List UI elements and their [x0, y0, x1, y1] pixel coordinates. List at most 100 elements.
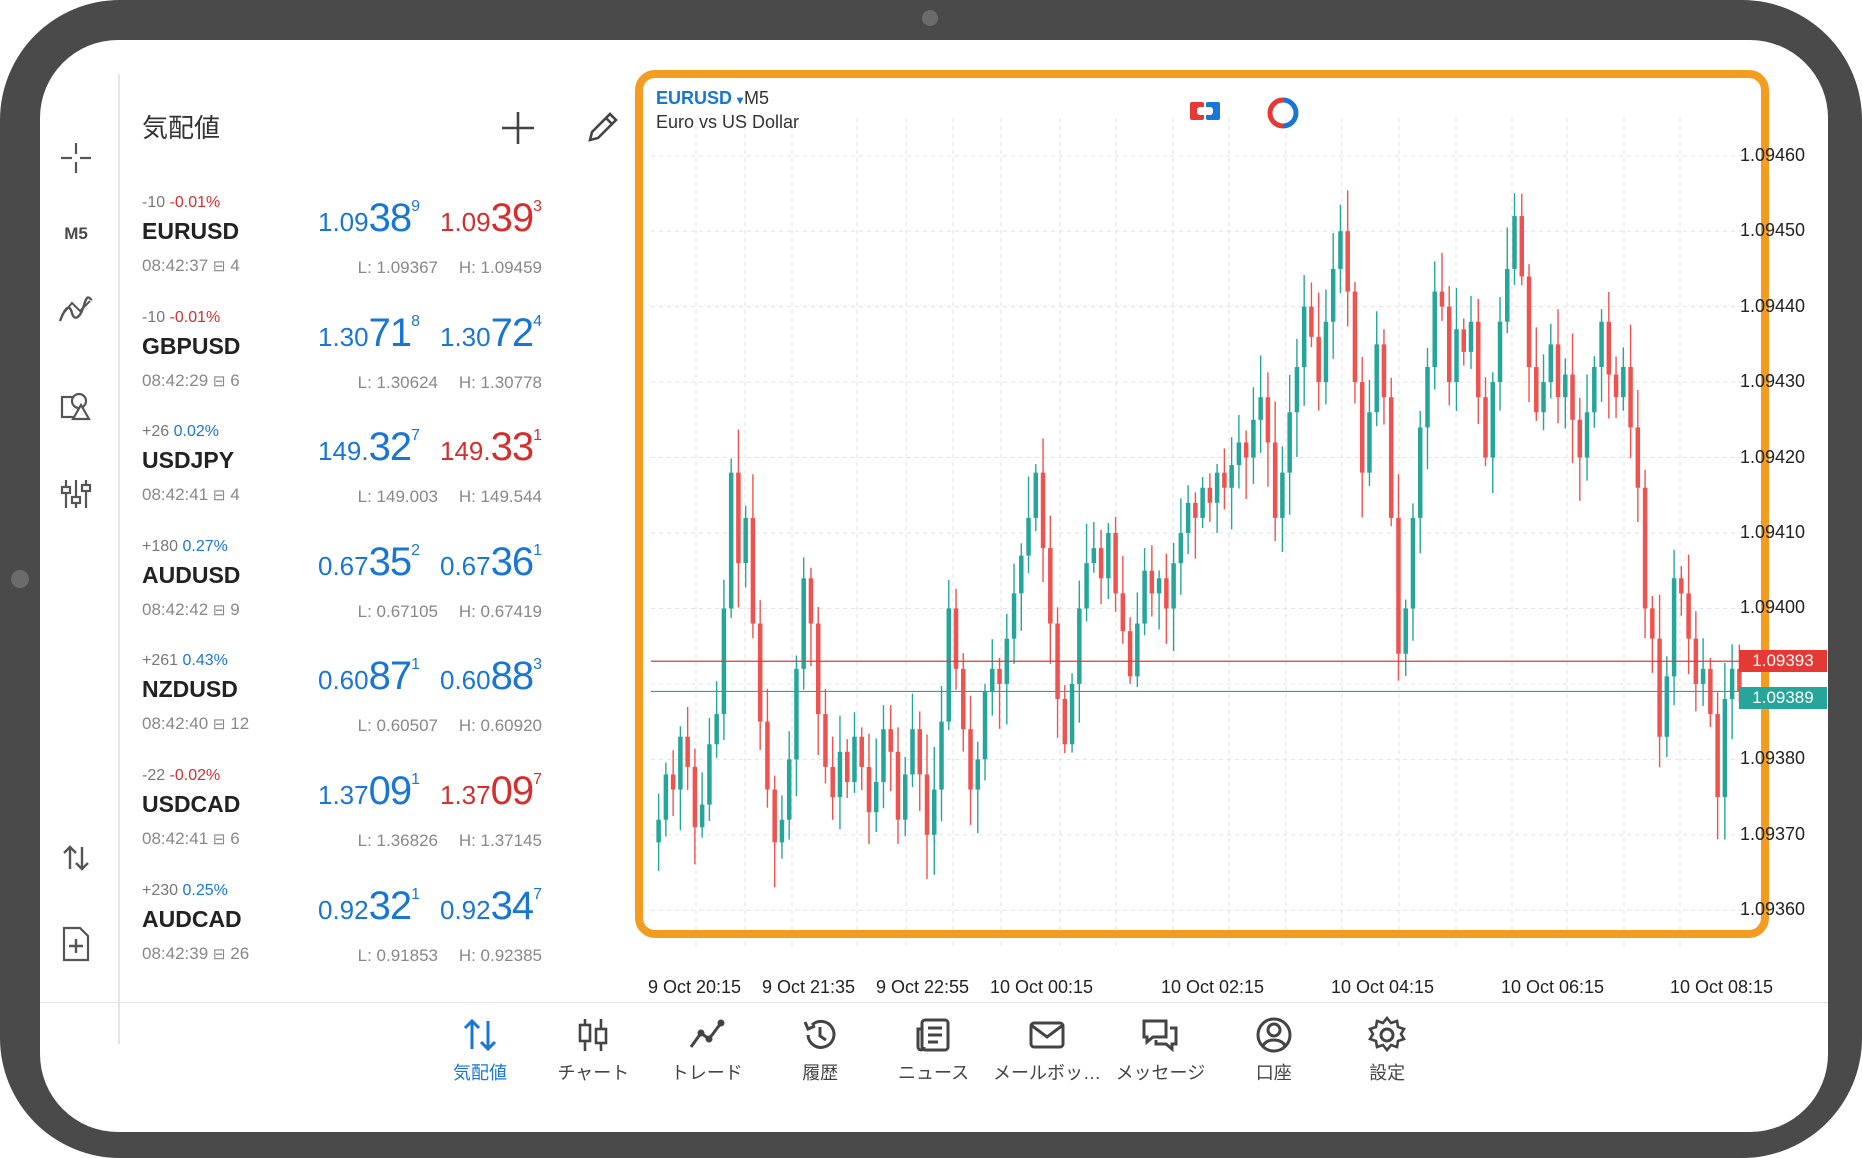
candle-body: [881, 729, 886, 782]
quote-row[interactable]: -22 -0.02% USDCAD 08:42:41 ⊟ 6 1.37091 1…: [142, 767, 662, 881]
chart-description: Euro vs US Dollar: [656, 112, 800, 132]
candle-body: [1374, 344, 1379, 413]
nav-item-label: トレード: [670, 1063, 743, 1083]
nav-item[interactable]: 気配値: [424, 1015, 536, 1095]
nav-item-label: メッセージ: [1115, 1063, 1206, 1083]
add-symbol-button[interactable]: [498, 108, 538, 148]
candle-body: [982, 691, 988, 760]
candle-body: [953, 608, 959, 669]
ask-price[interactable]: 0.60883: [439, 654, 542, 699]
ask-price[interactable]: 149.331: [439, 425, 542, 470]
candle-body: [1214, 472, 1220, 503]
high-price: H: 0.92385: [458, 945, 542, 965]
price-tick-label: 1.09410: [1740, 522, 1806, 542]
candle-body: [1621, 367, 1626, 398]
nav-item-label: 履歴: [802, 1063, 839, 1083]
quote-row[interactable]: -10 -0.01% EURUSD 08:42:37 ⊟ 4 1.09389 1…: [142, 194, 662, 308]
candle-body: [1548, 344, 1554, 383]
candle-body: [1222, 472, 1227, 488]
candle-body: [1345, 231, 1350, 292]
candle-body: [1164, 578, 1169, 609]
ask-price[interactable]: 1.30724: [439, 310, 542, 355]
candle-body: [1077, 608, 1082, 684]
nav-item[interactable]: メッセージ: [1104, 1015, 1216, 1095]
quote-time: 08:42:40 ⊟ 12: [142, 714, 250, 734]
nav-item[interactable]: 履歴: [764, 1015, 876, 1095]
sort-arrows-icon[interactable]: [54, 836, 98, 880]
quote-row[interactable]: -10 -0.01% GBPUSD 08:42:29 ⊟ 6 1.30718 1…: [142, 309, 662, 423]
bid-price-badge: 1.09389: [1739, 687, 1827, 710]
side-button: [11, 570, 29, 588]
candle-body: [714, 714, 719, 745]
time-tick-label: 9 Oct 22:55: [876, 977, 970, 997]
candle-body: [1715, 714, 1720, 798]
candle-body: [1033, 472, 1039, 518]
candle-body: [1200, 487, 1205, 518]
objects-icon[interactable]: [54, 384, 98, 428]
candle-body: [1359, 382, 1365, 473]
candle-body: [1316, 336, 1321, 383]
candle-body: [728, 472, 734, 609]
signal-indicator-icon[interactable]: [1266, 96, 1300, 129]
nav-item[interactable]: メールボッ…: [991, 1015, 1103, 1095]
one-click-trading-icon[interactable]: [1188, 96, 1222, 126]
bid-price[interactable]: 149.327: [317, 425, 420, 470]
nav-item[interactable]: トレード: [651, 1015, 763, 1095]
chat-icon: [1142, 1019, 1178, 1053]
bid-price[interactable]: 1.30718: [317, 310, 420, 355]
quote-row[interactable]: +230 0.25% AUDCAD 08:42:39 ⊟ 26 0.92321 …: [142, 882, 662, 996]
candle-body: [1468, 321, 1474, 352]
candle-body: [1323, 321, 1329, 383]
bid-price[interactable]: 0.67352: [317, 539, 420, 584]
candle-body: [1251, 419, 1256, 458]
ask-price[interactable]: 0.92347: [439, 883, 542, 928]
quote-row[interactable]: +26 0.02% USDJPY 08:42:41 ⊟ 4 149.327 14…: [142, 423, 662, 537]
candle-body: [1432, 291, 1437, 367]
nav-item[interactable]: 設定: [1331, 1015, 1443, 1095]
candle-body: [1490, 382, 1496, 458]
nav-item-label: ニュース: [898, 1063, 970, 1083]
bid-price[interactable]: 1.09389: [317, 196, 420, 240]
chart-symbol-label[interactable]: EURUSD ▾: [656, 88, 744, 108]
candle-body: [1280, 472, 1285, 518]
bid-price[interactable]: 1.37091: [317, 769, 420, 813]
spread-icon: ⊟: [212, 372, 226, 390]
candle-body: [1505, 268, 1510, 322]
candle-body: [1461, 329, 1466, 352]
timeframe-button[interactable]: M5: [64, 224, 88, 243]
change-text: -10 -0.01%: [142, 308, 221, 326]
candle-body: [699, 804, 705, 828]
ask-price[interactable]: 1.09393: [439, 196, 542, 240]
candle-body: [866, 766, 872, 813]
candle-body: [1011, 593, 1017, 639]
sliders-icon[interactable]: [54, 472, 98, 516]
edit-pencil-icon[interactable]: [582, 108, 622, 148]
bid-price[interactable]: 0.92321: [317, 883, 420, 928]
ask-price[interactable]: 1.37097: [439, 769, 542, 813]
candle-body: [1737, 668, 1742, 692]
nav-item[interactable]: チャート: [537, 1015, 649, 1095]
candle-body: [1650, 608, 1655, 639]
price-tick-label: 1.09430: [1740, 371, 1806, 392]
candle-body: [1642, 487, 1648, 609]
quote-row[interactable]: +261 0.43% NZDUSD 08:42:40 ⊟ 12 0.60871 …: [142, 652, 662, 766]
nav-item[interactable]: 口座: [1218, 1015, 1330, 1095]
candle-body: [902, 774, 908, 820]
candle-body: [1113, 533, 1118, 594]
indicators-icon[interactable]: [54, 288, 98, 332]
crosshair-icon[interactable]: [54, 136, 98, 180]
nav-item[interactable]: ニュース: [878, 1015, 990, 1095]
news-icon: [916, 1018, 950, 1052]
ask-price[interactable]: 0.67361: [439, 539, 542, 584]
candle-body: [1563, 374, 1568, 398]
trade-line-icon: [689, 1019, 725, 1048]
high-price: H: 0.67419: [458, 601, 542, 621]
add-file-icon[interactable]: [54, 922, 98, 966]
bid-price[interactable]: 0.60871: [317, 654, 420, 699]
quote-time: 08:42:42 ⊟ 9: [142, 599, 240, 619]
candle-body: [1425, 367, 1430, 428]
quote-row[interactable]: +180 0.27% AUDUSD 08:42:42 ⊟ 9 0.67352 0…: [142, 538, 662, 652]
candle-body: [1541, 382, 1546, 413]
price-tick-label: 1.09380: [1740, 748, 1806, 769]
candlestick-chart[interactable]: [40, 40, 1828, 1132]
